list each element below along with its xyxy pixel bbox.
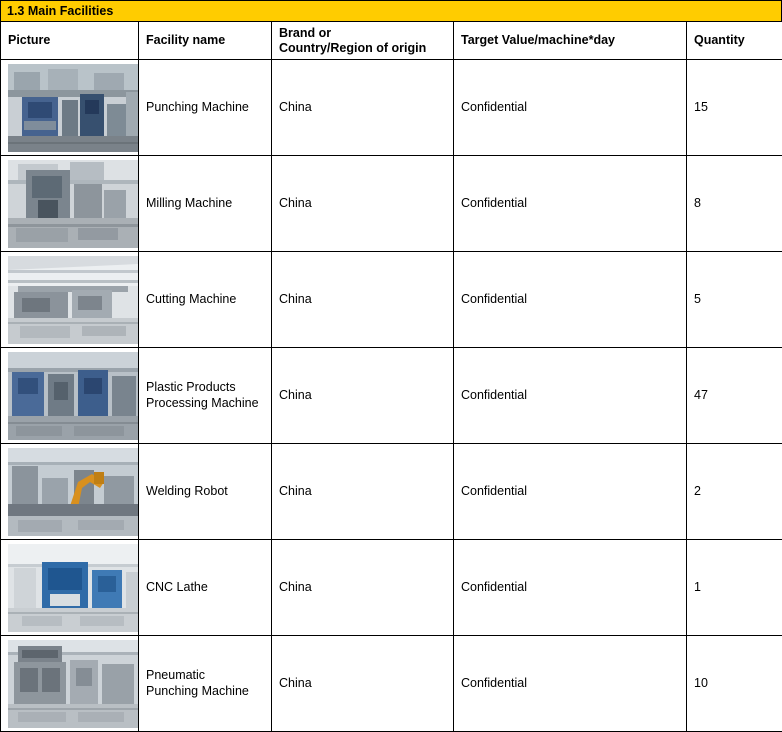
facility-picture-cell (0, 251, 139, 348)
facility-quantity-cell: 1 (686, 539, 782, 636)
facility-picture-cell (0, 635, 139, 732)
facility-target-value-cell: Confidential (453, 251, 687, 348)
facility-target-value-cell: Confidential (453, 347, 687, 444)
table-row: Milling Machine China Confidential 8 (0, 155, 782, 252)
facility-name-cell: Cutting Machine (138, 251, 272, 348)
facility-name-cell: Welding Robot (138, 443, 272, 540)
facility-origin-cell: China (271, 155, 454, 252)
table-row: Welding Robot China Confidential 2 (0, 443, 782, 540)
table-header-row: Picture Facility name Brand or Country/R… (0, 21, 782, 60)
table-row: Plastic Products Processing Machine Chin… (0, 347, 782, 444)
cnc-lathe-photo (8, 543, 138, 632)
facility-origin-cell: China (271, 443, 454, 540)
welding-robot-photo (8, 447, 138, 536)
facility-name-cell: Pneumatic Punching Machine (138, 635, 272, 732)
facility-name-cell: Plastic Products Processing Machine (138, 347, 272, 444)
main-facilities-table: Picture Facility name Brand or Country/R… (0, 21, 782, 732)
facility-name-line1: Pneumatic (146, 667, 206, 682)
table-body: Punching Machine China Confidential 15 (0, 59, 782, 732)
column-header-origin: Brand or Country/Region of origin (271, 21, 454, 60)
facility-picture-cell (0, 347, 139, 444)
facility-quantity-cell: 2 (686, 443, 782, 540)
column-header-facility-name: Facility name (138, 21, 272, 60)
facility-origin-cell: China (271, 59, 454, 156)
facility-origin-cell: China (271, 539, 454, 636)
milling-machine-photo (8, 159, 138, 248)
page-title: 1.3 Main Facilities (7, 3, 114, 18)
facility-quantity-cell: 10 (686, 635, 782, 732)
table-row: Pneumatic Punching Machine China Confide… (0, 635, 782, 732)
table-row: Punching Machine China Confidential 15 (0, 59, 782, 156)
facility-name-cell: CNC Lathe (138, 539, 272, 636)
facility-name-line1: Plastic Products (146, 379, 236, 394)
facility-origin-cell: China (271, 347, 454, 444)
facility-target-value-cell: Confidential (453, 59, 687, 156)
table-header: Picture Facility name Brand or Country/R… (0, 21, 782, 60)
column-header-origin-line2: Country/Region of origin (279, 40, 427, 55)
section-title-bar: 1.3 Main Facilities (0, 0, 782, 21)
column-header-target-value: Target Value/machine*day (453, 21, 687, 60)
facility-origin-cell: China (271, 635, 454, 732)
column-header-picture: Picture (0, 21, 139, 60)
facility-name-line2: Processing Machine (146, 395, 259, 410)
plastic-products-processing-machine-photo (8, 351, 138, 440)
facility-picture-cell (0, 539, 139, 636)
facility-quantity-cell: 47 (686, 347, 782, 444)
table-row: Cutting Machine China Confidential 5 (0, 251, 782, 348)
facility-quantity-cell: 8 (686, 155, 782, 252)
facility-name-cell: Milling Machine (138, 155, 272, 252)
facility-picture-cell (0, 155, 139, 252)
facility-quantity-cell: 5 (686, 251, 782, 348)
table-row: CNC Lathe China Confidential 1 (0, 539, 782, 636)
facility-name-line2: Punching Machine (146, 683, 249, 698)
facility-picture-cell (0, 59, 139, 156)
column-header-quantity: Quantity (686, 21, 782, 60)
facility-target-value-cell: Confidential (453, 155, 687, 252)
cutting-machine-photo (8, 255, 138, 344)
punching-machine-photo (8, 63, 138, 152)
facility-picture-cell (0, 443, 139, 540)
facility-origin-cell: China (271, 251, 454, 348)
column-header-origin-line1: Brand or (279, 26, 332, 41)
facility-target-value-cell: Confidential (453, 635, 687, 732)
facility-target-value-cell: Confidential (453, 443, 687, 540)
pneumatic-punching-machine-photo (8, 639, 138, 728)
facility-name-cell: Punching Machine (138, 59, 272, 156)
facility-quantity-cell: 15 (686, 59, 782, 156)
facility-target-value-cell: Confidential (453, 539, 687, 636)
